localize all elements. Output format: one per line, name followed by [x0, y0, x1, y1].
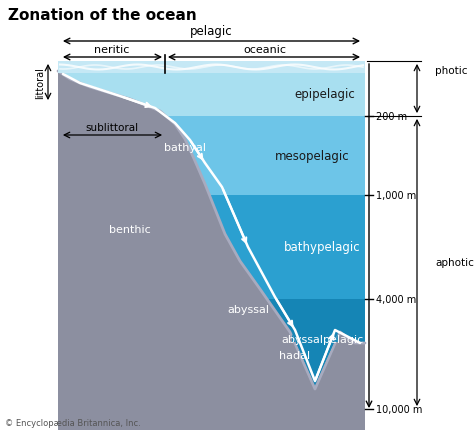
Polygon shape [58, 62, 365, 72]
Text: sublittoral: sublittoral [85, 123, 138, 133]
Text: mesopelagic: mesopelagic [275, 150, 350, 163]
Polygon shape [58, 196, 365, 299]
Text: littoral: littoral [35, 67, 45, 99]
Polygon shape [292, 334, 338, 384]
Text: bathyal: bathyal [164, 143, 206, 153]
Polygon shape [58, 62, 365, 430]
Text: 4,000 m: 4,000 m [376, 294, 416, 304]
Polygon shape [58, 117, 365, 196]
Text: neritic: neritic [94, 45, 129, 55]
Text: abyssalpelagic: abyssalpelagic [282, 334, 364, 344]
Text: hadal: hadal [280, 350, 310, 360]
Polygon shape [58, 62, 365, 117]
Text: bathypelagic: bathypelagic [284, 241, 361, 254]
Text: abyssal: abyssal [227, 304, 269, 314]
Polygon shape [58, 299, 365, 409]
Text: 10,000 m: 10,000 m [376, 404, 422, 414]
Text: © Encyclopædia Britannica, Inc.: © Encyclopædia Britannica, Inc. [5, 418, 141, 427]
Text: Zonation of the ocean: Zonation of the ocean [8, 8, 197, 23]
Text: aphotic: aphotic [435, 258, 474, 268]
Polygon shape [58, 62, 365, 74]
Text: epipelagic: epipelagic [294, 88, 355, 101]
Text: 200 m: 200 m [376, 112, 407, 122]
Text: pelagic: pelagic [190, 25, 233, 38]
Text: benthic: benthic [109, 224, 151, 234]
Text: oceanic: oceanic [244, 45, 286, 55]
Text: 1,000 m: 1,000 m [376, 190, 416, 200]
Text: photic: photic [435, 66, 467, 76]
